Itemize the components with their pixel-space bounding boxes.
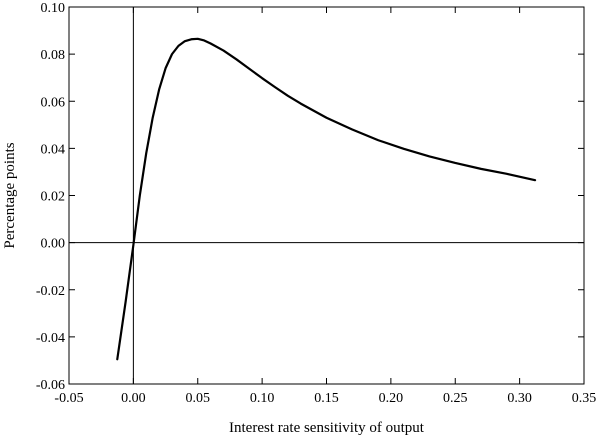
x-axis-label: Interest rate sensitivity of output [229, 420, 425, 436]
y-tick-label: 0.10 [41, 1, 66, 16]
y-tick-label: 0.08 [41, 48, 66, 63]
x-tick-label: 0.30 [507, 391, 532, 406]
x-tick-label: 0.20 [379, 391, 404, 406]
series-layer [116, 37, 537, 361]
series-line [116, 37, 537, 361]
y-tick-label: -0.02 [36, 284, 65, 299]
plot-frame [68, 6, 585, 385]
y-tick-label: 0.02 [41, 190, 66, 205]
y-tick-label: 0.04 [41, 142, 66, 157]
y-tick-labels: -0.06 -0.04 -0.02 0.00 0.02 0.04 0.06 0.08 0.10 [36, 1, 65, 393]
axis-ticks [68, 6, 585, 385]
x-tick-label: 0.00 [121, 391, 146, 406]
x-tick-label: 0.15 [314, 391, 339, 406]
x-tick-label: -0.05 [54, 391, 83, 406]
x-tick-labels: -0.05 0.00 0.05 0.10 0.15 0.20 0.25 0.30 0.35 [54, 391, 596, 406]
y-tick-label: 0.00 [41, 237, 66, 252]
x-tick-label: 0.35 [572, 391, 597, 406]
y-tick-label: -0.04 [36, 331, 65, 346]
y-tick-label: -0.06 [36, 378, 65, 393]
x-tick-label: 0.25 [443, 391, 468, 406]
plot-area [68, 6, 585, 385]
y-tick-label: 0.06 [41, 95, 66, 110]
x-tick-label: 0.05 [186, 391, 211, 406]
y-axis-label: Percentage points [2, 142, 18, 248]
x-tick-label: 0.10 [250, 391, 275, 406]
